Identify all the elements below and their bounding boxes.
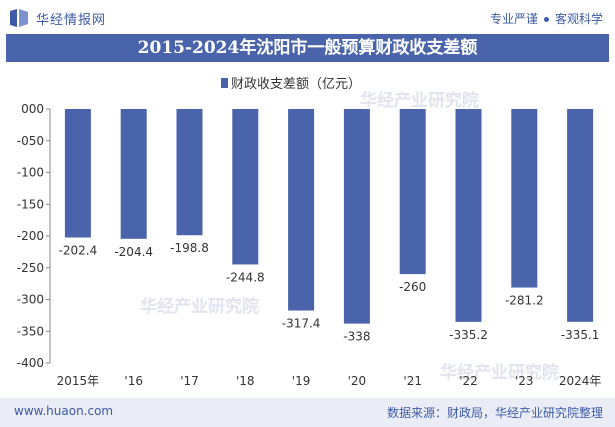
y-tick-label: -300 (17, 293, 44, 307)
x-tick-label: '19 (292, 374, 311, 388)
bar-value-label: -260 (399, 280, 426, 294)
bar-value-label: -317.4 (282, 317, 321, 331)
y-tick-label: -250 (17, 261, 44, 275)
bar (567, 109, 594, 322)
bar-value-label: -244.8 (226, 270, 265, 284)
y-tick-label: 000 (21, 102, 44, 116)
bar-value-label: -204.4 (114, 245, 153, 259)
watermark-1: 华经产业研究院 (360, 91, 479, 111)
bar-value-label: -335.1 (561, 328, 600, 342)
x-tick-label: 2024年 (559, 374, 602, 388)
bar (343, 109, 370, 324)
x-tick-label: '16 (124, 374, 143, 388)
bar-value-label: -198.8 (170, 241, 209, 255)
legend-swatch (221, 78, 228, 88)
brand-tags: 专业严谨 客观科学 (490, 10, 603, 27)
legend-label: 财政收支差额（亿元） (231, 77, 361, 92)
brand-name: 华经情报网 (36, 13, 107, 28)
chart-legend: 财政收支差额（亿元） (221, 77, 361, 92)
huajing-logo-icon (10, 9, 28, 27)
separator-dot-icon (543, 17, 549, 22)
y-tick-label: -150 (17, 197, 44, 211)
tag-objective: 客观科学 (554, 12, 603, 26)
y-tick-label: -400 (17, 356, 44, 370)
x-tick-label: '23 (515, 374, 534, 388)
bar-value-label: -202.4 (59, 244, 98, 258)
y-axis: 000 -050 -100 -150 -200 -250 -300 -350 -400 (17, 102, 51, 370)
footer-bar: www.huaon.com 数据来源：财政局，华经产业研究院整理 (0, 398, 615, 427)
bar (64, 109, 91, 238)
bar-value-label: -281.2 (505, 294, 544, 308)
bar (399, 109, 426, 275)
y-tick-label: -100 (17, 166, 44, 180)
x-tick-label: '20 (348, 374, 367, 388)
footer-source: 数据来源：财政局，华经产业研究院整理 (386, 406, 603, 420)
title-bar: 2015-2024年沈阳市一般预算财政收支差额 (6, 34, 609, 62)
bars: -202.4 -204.4 -198.8 -244.8 -317.4 -338 -260 -3… (59, 109, 600, 344)
bar (288, 109, 315, 311)
chart-title: 2015-2024年沈阳市一般预算财政收支差额 (137, 38, 478, 58)
x-tick-label: '22 (459, 374, 478, 388)
y-tick-label: -050 (17, 134, 44, 148)
tag-professional: 专业严谨 (489, 12, 538, 26)
watermark-3: 华经产业研究院 (440, 363, 559, 383)
footer-site: www.huaon.com (14, 404, 114, 418)
bar (176, 109, 203, 236)
top-bar: 华经情报网 专业严谨 客观科学 (0, 0, 615, 34)
x-tick-label: '17 (180, 374, 199, 388)
x-tick-label: '18 (236, 374, 255, 388)
x-tick-label: 2015年 (57, 374, 100, 388)
y-tick-label: -350 (17, 324, 44, 338)
bar-chart: 财政收支差额（亿元） 000 -050 -100 -150 -200 -250 -300 -3… (17, 77, 602, 388)
bar (232, 109, 259, 265)
bar (120, 109, 147, 239)
y-tick-label: -200 (17, 229, 44, 243)
bar-value-label: -338 (343, 330, 370, 344)
bar (455, 109, 482, 322)
bar-value-label: -335.2 (449, 328, 488, 342)
bar (511, 109, 538, 288)
watermark-2: 华经产业研究院 (140, 297, 259, 317)
x-axis: 2015年 '16 '17 '18 '19 '20 '21 '22 '23 2024年 (57, 374, 602, 388)
x-tick-label: '21 (403, 374, 422, 388)
